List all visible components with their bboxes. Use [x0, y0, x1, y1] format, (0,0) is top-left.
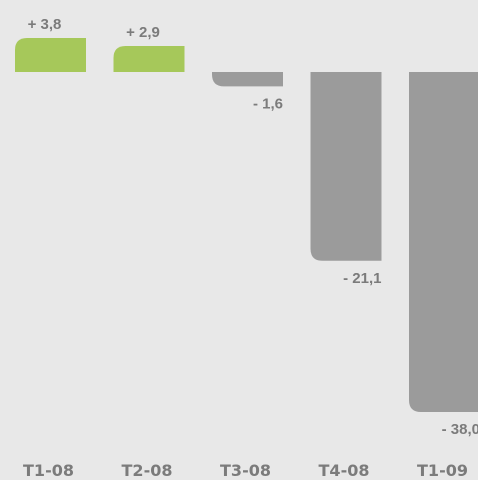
category-label: T4-08	[319, 461, 370, 480]
category-label: T3-08	[220, 461, 271, 480]
bar-t1-08	[15, 38, 86, 72]
bar-t4-08	[310, 72, 382, 261]
value-label: + 3,8	[28, 16, 62, 33]
value-label: - 21,1	[343, 270, 381, 287]
bar-t2-08	[113, 46, 185, 72]
category-label: T1-09	[417, 461, 468, 480]
category-label: T2-08	[122, 461, 173, 480]
value-label: - 1,6	[253, 95, 283, 112]
value-label: + 2,9	[126, 24, 160, 41]
bar-t3-08	[212, 72, 283, 87]
bar-t1-09	[409, 72, 478, 412]
category-label: T1-08	[23, 461, 74, 480]
value-label: - 38,0	[442, 421, 478, 438]
